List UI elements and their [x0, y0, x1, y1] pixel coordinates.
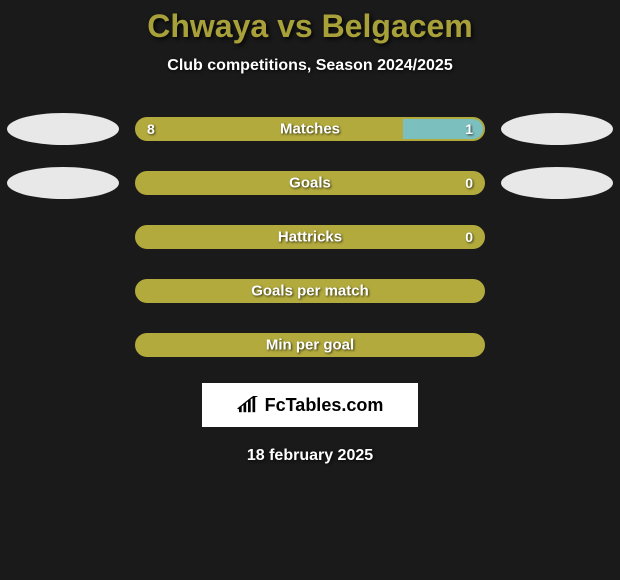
- logo-text: FcTables.com: [265, 395, 384, 416]
- player-right-badge: [501, 167, 613, 199]
- main-container: Chwaya vs Belgacem Club competitions, Se…: [0, 0, 620, 465]
- stat-row-hattricks: Hattricks 0: [0, 221, 620, 253]
- stat-right-value: 1: [465, 121, 473, 137]
- stat-row-matches: 8 Matches 1: [0, 113, 620, 145]
- player-left-badge: [7, 113, 119, 145]
- logo-box: FcTables.com: [202, 383, 418, 427]
- badge-spacer: [501, 329, 613, 361]
- stat-bar-goals: Goals 0: [135, 171, 485, 195]
- stat-row-gpm: Goals per match: [0, 275, 620, 307]
- date-label: 18 february 2025: [0, 447, 620, 465]
- bar-left-segment: [137, 119, 403, 139]
- stat-label: Hattricks: [278, 229, 342, 246]
- stat-label: Min per goal: [266, 337, 354, 354]
- badge-spacer: [501, 221, 613, 253]
- stat-label: Goals: [289, 175, 331, 192]
- stat-label: Goals per match: [251, 283, 369, 300]
- badge-spacer: [7, 275, 119, 307]
- stat-bar-matches: 8 Matches 1: [135, 117, 485, 141]
- stat-right-value: 0: [465, 175, 473, 191]
- badge-spacer: [7, 221, 119, 253]
- stat-right-value: 0: [465, 229, 473, 245]
- player-left-badge: [7, 167, 119, 199]
- stat-left-value: 8: [147, 121, 155, 137]
- page-title: Chwaya vs Belgacem: [0, 8, 620, 45]
- stat-bar-gpm: Goals per match: [135, 279, 485, 303]
- chart-icon: [237, 396, 259, 414]
- badge-spacer: [501, 275, 613, 307]
- stat-row-goals: Goals 0: [0, 167, 620, 199]
- player-right-badge: [501, 113, 613, 145]
- page-subtitle: Club competitions, Season 2024/2025: [0, 57, 620, 75]
- stat-row-mpg: Min per goal: [0, 329, 620, 361]
- stat-label: Matches: [280, 121, 340, 138]
- badge-spacer: [7, 329, 119, 361]
- stat-bar-mpg: Min per goal: [135, 333, 485, 357]
- stat-bar-hattricks: Hattricks 0: [135, 225, 485, 249]
